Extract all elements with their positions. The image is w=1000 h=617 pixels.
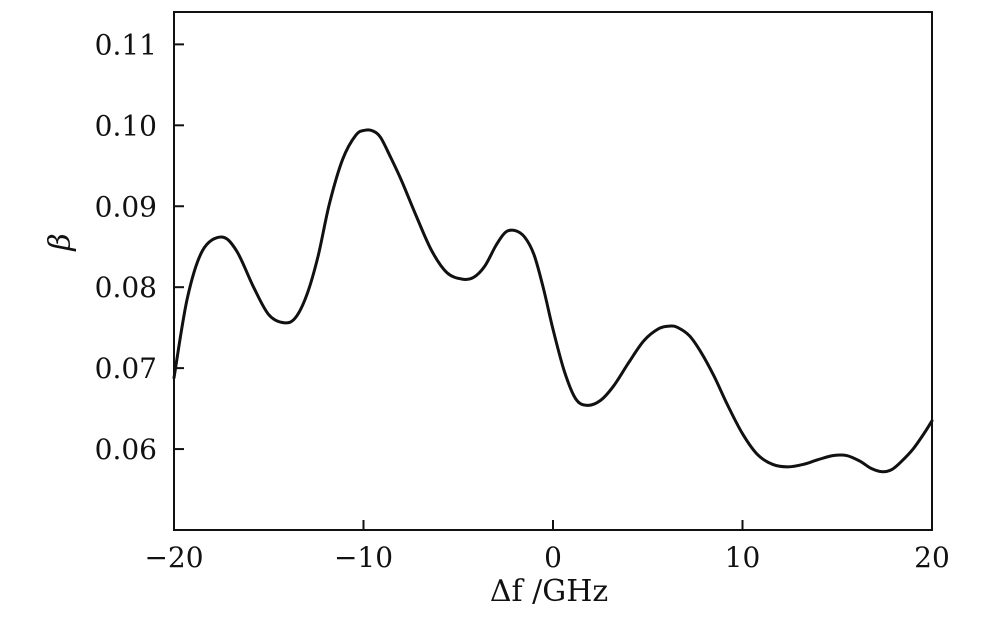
y-axis-title: β	[43, 233, 78, 251]
y-tick-label: 0.11	[95, 28, 157, 61]
y-tick-label: 0.09	[95, 190, 157, 223]
y-tick-label: 0.06	[95, 433, 157, 466]
y-axis-ticks: 0.06 0.07 0.08 0.09 0.10 0.11	[95, 28, 184, 466]
x-tick-label: −10	[334, 541, 393, 574]
x-tick-label: 10	[725, 541, 761, 574]
plot-frame	[173, 11, 933, 531]
x-tick-label: 20	[914, 541, 950, 574]
x-axis-title: Δf /GHz	[490, 574, 608, 609]
y-tick-label: 0.07	[95, 352, 157, 385]
series-line	[172, 128, 934, 474]
y-tick-label: 0.10	[95, 109, 157, 142]
x-tick-label: −20	[144, 541, 203, 574]
y-tick-label: 0.08	[95, 271, 157, 304]
x-axis-ticks: −20 −10 0 10 20	[144, 520, 950, 574]
x-tick-label: 0	[544, 541, 562, 574]
